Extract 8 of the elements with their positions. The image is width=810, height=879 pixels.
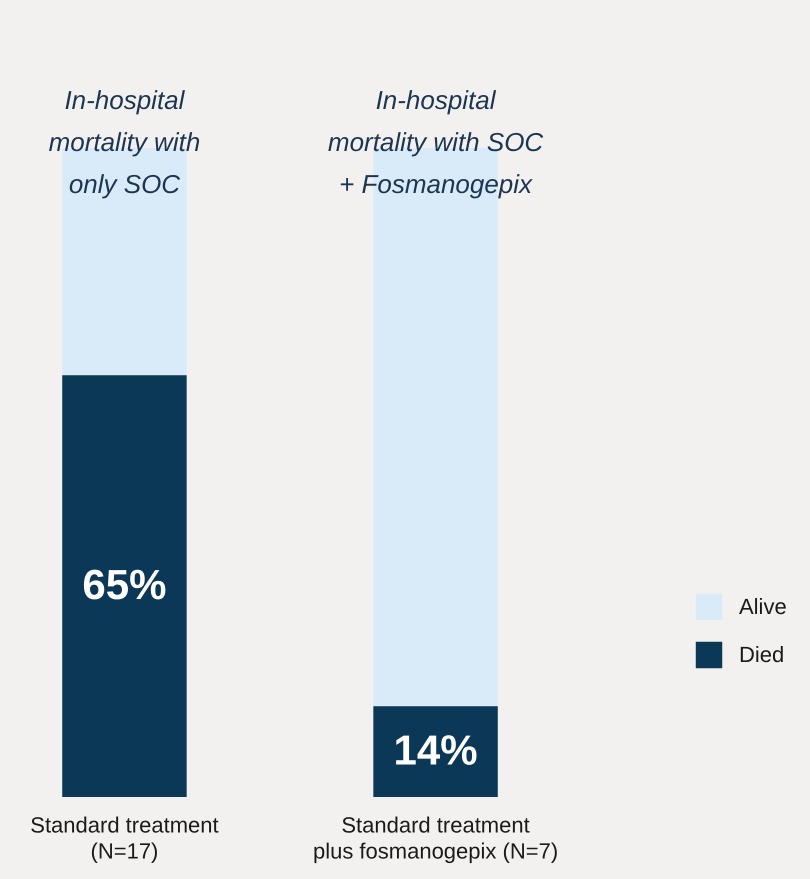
data-label: 14% (394, 726, 478, 774)
data-label: 65% (82, 561, 166, 608)
x-tick-label: Standard treatment plus fosmanogepix (N=7) (312, 812, 558, 864)
x-tick-label: Standard treatment (N=17) (30, 812, 219, 864)
legend-label: Alive (739, 594, 787, 619)
annotation: In-hospital mortality with SOC + Fosmanogepix (328, 85, 544, 199)
legend-label: Died (739, 642, 784, 667)
annotation: In-hospital mortality with only SOC (48, 85, 200, 199)
